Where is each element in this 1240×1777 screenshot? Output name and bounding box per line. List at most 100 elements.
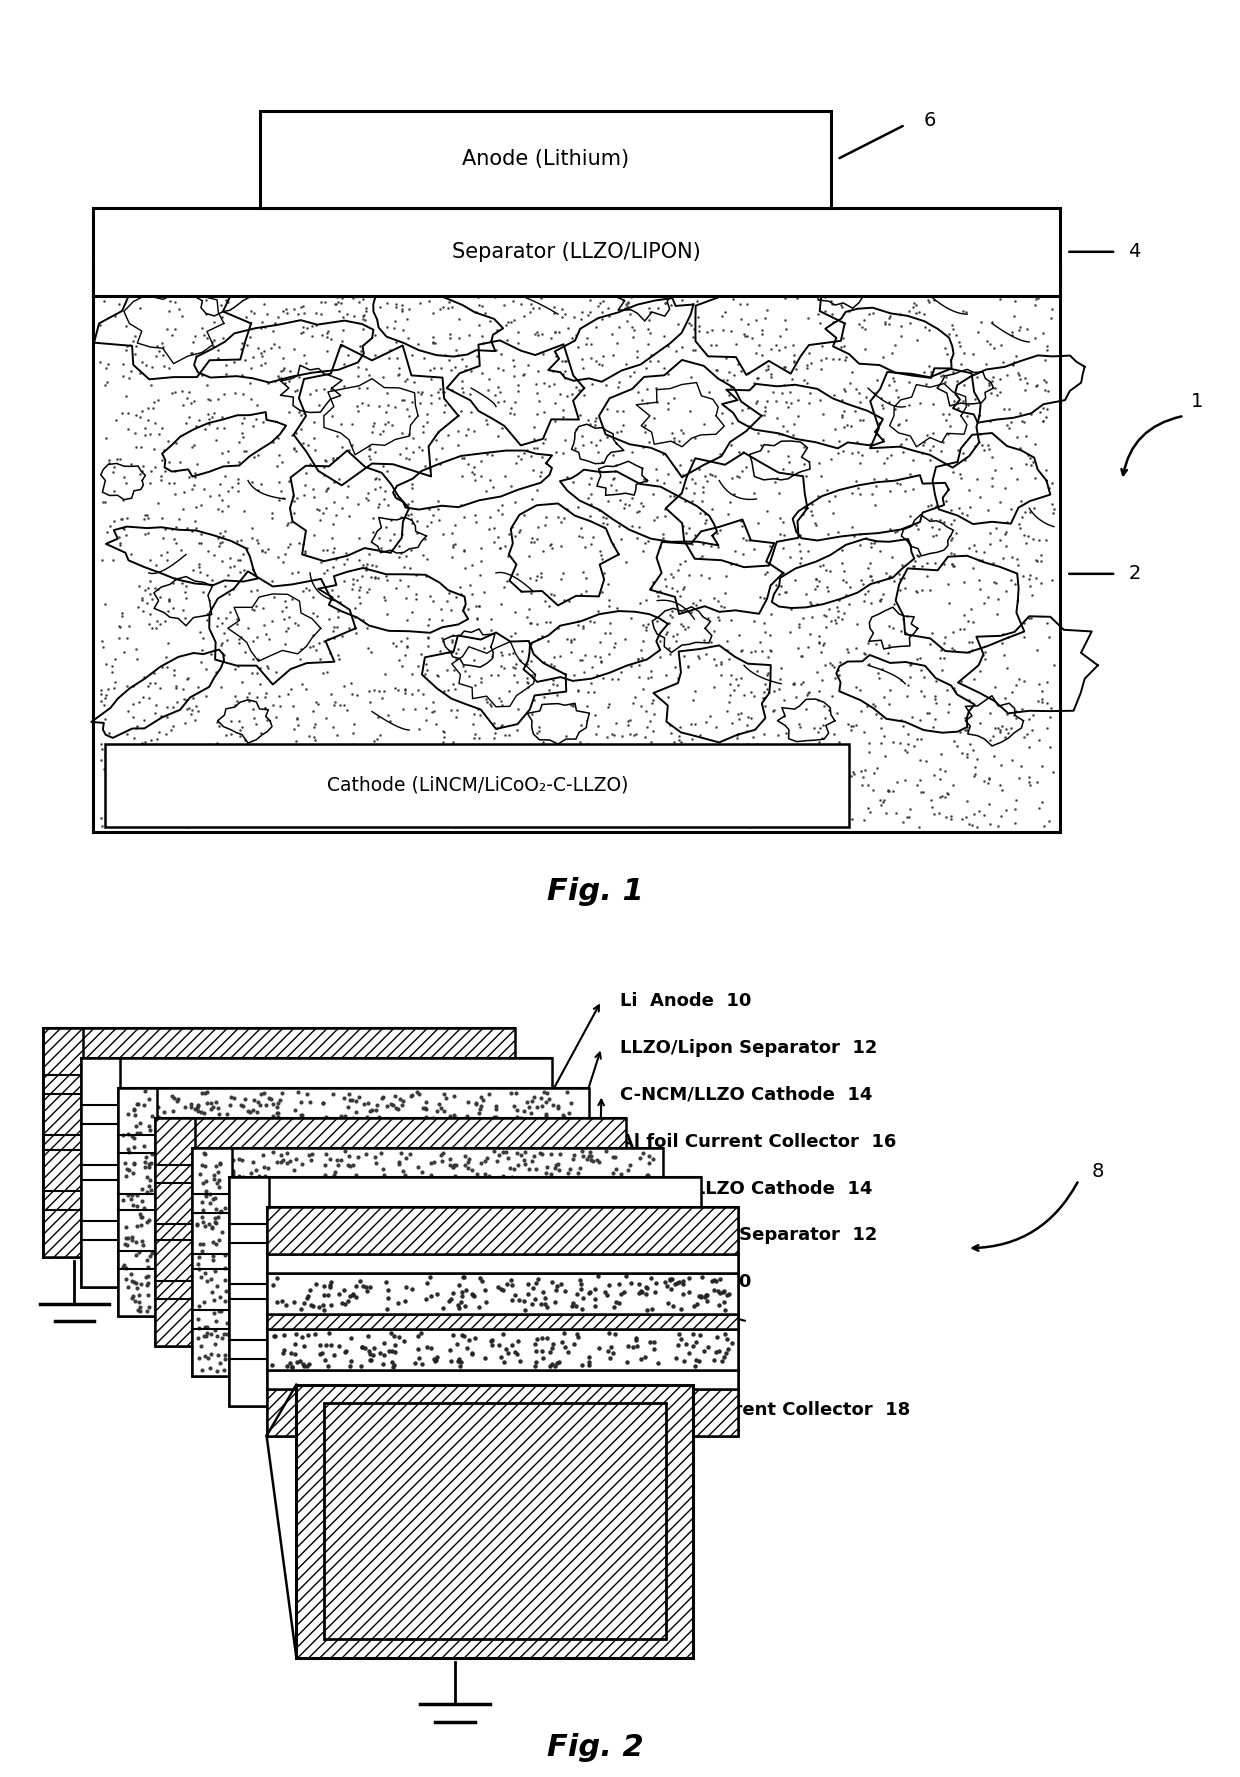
Point	[233, 1271, 253, 1299]
Point	[993, 620, 1013, 649]
Point	[624, 759, 644, 787]
Point	[449, 1255, 469, 1283]
Point	[489, 1201, 508, 1230]
Point	[428, 1279, 448, 1308]
Point	[577, 331, 596, 359]
Point	[412, 1287, 432, 1315]
Point	[911, 725, 931, 753]
Point	[357, 1246, 377, 1274]
Point	[382, 1347, 402, 1375]
Point	[360, 435, 379, 464]
Point	[702, 316, 722, 345]
Point	[405, 1205, 425, 1233]
Point	[889, 560, 909, 588]
Point	[693, 530, 713, 558]
Point	[925, 549, 945, 578]
Point	[190, 1127, 210, 1155]
Point	[180, 1208, 200, 1237]
Point	[697, 318, 717, 347]
Point	[670, 451, 689, 480]
Point	[165, 288, 185, 316]
Point	[255, 679, 275, 707]
Point	[206, 1287, 226, 1315]
Point	[470, 700, 490, 729]
Point	[696, 640, 715, 668]
Point	[532, 284, 552, 313]
Point	[115, 1230, 135, 1258]
Point	[578, 1281, 598, 1310]
Point	[278, 512, 298, 540]
Point	[253, 1207, 273, 1235]
Point	[735, 730, 755, 759]
Point	[117, 1265, 136, 1294]
Point	[815, 650, 835, 679]
Point	[463, 1340, 482, 1368]
Point	[444, 729, 464, 757]
Point	[668, 426, 688, 455]
Point	[259, 1351, 279, 1379]
Point	[1021, 771, 1040, 800]
Point	[404, 1223, 424, 1251]
Point	[563, 691, 583, 720]
Point	[999, 414, 1019, 442]
Point	[198, 1105, 218, 1134]
Point	[532, 1091, 552, 1120]
Point	[389, 542, 409, 570]
Point	[135, 1240, 155, 1269]
Point	[458, 1269, 477, 1297]
Point	[138, 503, 157, 531]
Point	[906, 578, 926, 606]
Point	[179, 1134, 198, 1162]
Point	[441, 766, 461, 794]
Point	[568, 1164, 588, 1192]
Point	[658, 389, 678, 418]
Point	[419, 355, 439, 384]
Point	[104, 645, 124, 673]
Point	[730, 698, 750, 727]
Point	[879, 515, 899, 544]
Point	[262, 1351, 281, 1379]
Point	[1002, 407, 1022, 435]
Point	[311, 288, 331, 316]
Point	[518, 1333, 538, 1361]
Point	[1028, 284, 1048, 313]
Point	[188, 1320, 208, 1349]
Point	[227, 528, 247, 556]
Point	[308, 1120, 327, 1148]
Point	[717, 697, 737, 725]
Point	[403, 1167, 423, 1196]
Point	[176, 1239, 196, 1267]
Point	[937, 778, 957, 807]
Point	[410, 1251, 430, 1279]
Point	[184, 556, 203, 585]
Point	[634, 798, 653, 826]
Point	[692, 487, 712, 515]
Point	[835, 396, 854, 425]
Point	[661, 560, 681, 588]
Point	[715, 764, 735, 793]
Point	[805, 508, 825, 537]
Point	[218, 492, 238, 521]
Point	[930, 755, 950, 784]
Point	[737, 526, 756, 554]
Point	[502, 1271, 522, 1299]
Point	[791, 641, 811, 670]
Point	[534, 425, 554, 453]
Point	[396, 1240, 415, 1269]
Point	[756, 661, 776, 689]
Point	[273, 297, 293, 325]
Point	[649, 347, 668, 375]
Point	[591, 299, 611, 327]
Point	[494, 1162, 513, 1191]
Point	[336, 538, 356, 567]
Point	[642, 277, 662, 306]
Point	[610, 1295, 630, 1324]
Point	[150, 1104, 170, 1132]
Point	[277, 1192, 296, 1221]
Point	[758, 297, 777, 325]
Point	[126, 434, 146, 462]
Point	[242, 467, 262, 496]
Point	[906, 299, 926, 327]
Point	[387, 1231, 407, 1260]
Point	[718, 274, 738, 302]
